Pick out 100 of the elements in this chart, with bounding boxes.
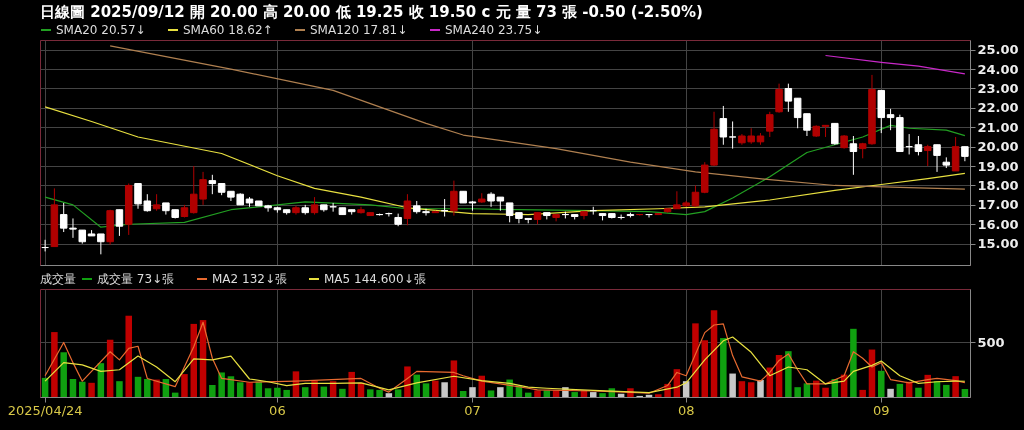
x-tick-label: 06 <box>269 402 286 418</box>
bar <box>283 389 290 397</box>
bar <box>729 373 736 397</box>
bar <box>943 384 950 397</box>
bar <box>497 387 504 397</box>
bar <box>432 380 439 397</box>
bar <box>144 379 151 397</box>
bar <box>757 380 764 397</box>
y-tick-label: 500 <box>977 334 1005 350</box>
legend-label: SMA20 20.57↓ <box>56 23 146 37</box>
y-tick-label: 15.00 <box>977 236 1019 252</box>
bar <box>125 315 132 397</box>
candlestick <box>775 83 783 114</box>
bar <box>952 376 959 397</box>
y-tick-label: 19.00 <box>977 158 1019 174</box>
candlestick <box>923 144 932 167</box>
candlestick <box>97 233 105 255</box>
bar <box>181 374 188 397</box>
candlestick <box>728 120 737 150</box>
bar <box>69 379 77 397</box>
legend-title: 成交量 <box>40 272 76 286</box>
candlestick <box>208 174 217 195</box>
bar <box>850 328 857 397</box>
bar <box>88 382 95 397</box>
bar <box>413 374 420 397</box>
bar <box>747 382 755 397</box>
candlestick <box>784 83 793 113</box>
bar <box>459 391 467 397</box>
bar <box>218 372 225 397</box>
bar <box>896 383 904 397</box>
bar <box>302 387 309 397</box>
bar <box>655 394 662 397</box>
bar <box>394 389 402 397</box>
bar <box>878 370 885 397</box>
x-tick-label: 09 <box>873 402 890 418</box>
x-tick-label: 07 <box>464 402 481 418</box>
bar <box>785 351 792 397</box>
bar <box>209 385 216 397</box>
legend-label: SMA120 17.81↓ <box>310 23 408 37</box>
bar <box>339 388 346 397</box>
candlestick <box>766 111 774 138</box>
bar <box>571 392 578 397</box>
bar <box>134 376 142 397</box>
candlestick <box>719 105 728 146</box>
candlestick <box>914 135 923 156</box>
bar <box>961 389 969 397</box>
bar <box>79 381 86 397</box>
bar <box>116 381 123 397</box>
bar <box>534 390 541 397</box>
bar <box>701 340 708 397</box>
bar <box>692 323 699 397</box>
x-tick-label: 2025/04/24 <box>7 402 83 418</box>
candlestick <box>933 144 941 173</box>
y-tick-label: 18.00 <box>977 177 1019 193</box>
bar <box>599 393 606 397</box>
bar <box>246 382 253 397</box>
bar <box>487 390 495 397</box>
line-series <box>824 54 966 75</box>
legend-label: SMA240 23.75↓ <box>445 23 543 37</box>
y-tick-label: 20.00 <box>977 139 1019 155</box>
candlestick <box>115 209 124 237</box>
bar <box>887 388 894 397</box>
bar <box>60 352 67 397</box>
candlestick <box>849 135 858 176</box>
bar <box>376 389 383 397</box>
y-tick-label: 22.00 <box>977 100 1019 116</box>
candlestick <box>831 122 839 146</box>
y-tick-label: 25.00 <box>977 42 1019 58</box>
chart-title: 日線圖 2025/09/12 開 20.00 高 20.00 低 19.25 收 19.50 c 元 量 73 張 -0.50 (-2.50%) <box>40 3 703 21</box>
candlestick <box>691 184 700 208</box>
bar <box>859 389 866 397</box>
bar <box>469 387 476 397</box>
line-series <box>44 124 966 228</box>
bar <box>915 387 922 397</box>
legend-label: MA5 144.600↓張 <box>324 272 426 286</box>
y-tick-label: 16.00 <box>977 216 1019 232</box>
legend-label: 成交量 73↓張 <box>97 272 175 286</box>
y-tick-label: 23.00 <box>977 80 1019 96</box>
bar <box>720 338 727 397</box>
bar <box>311 380 318 397</box>
y-tick-label: 17.00 <box>977 197 1019 213</box>
bar <box>385 393 393 397</box>
line-series <box>109 45 966 190</box>
bar <box>320 386 328 397</box>
y-tick-label: 24.00 <box>977 61 1019 77</box>
bar <box>794 387 801 397</box>
bar <box>441 382 448 397</box>
candlestick <box>403 193 412 226</box>
bar <box>590 392 597 397</box>
bar <box>367 389 374 397</box>
legend-label: SMA60 18.62↑ <box>183 23 273 37</box>
bar <box>822 387 829 397</box>
x-tick-label: 08 <box>677 402 695 418</box>
bar <box>264 388 272 397</box>
bar <box>404 366 411 397</box>
candlestick <box>450 180 458 217</box>
bar <box>924 374 931 397</box>
legend-label: MA2 132↓張 <box>212 272 287 286</box>
bar <box>738 381 746 397</box>
bar <box>236 382 244 397</box>
